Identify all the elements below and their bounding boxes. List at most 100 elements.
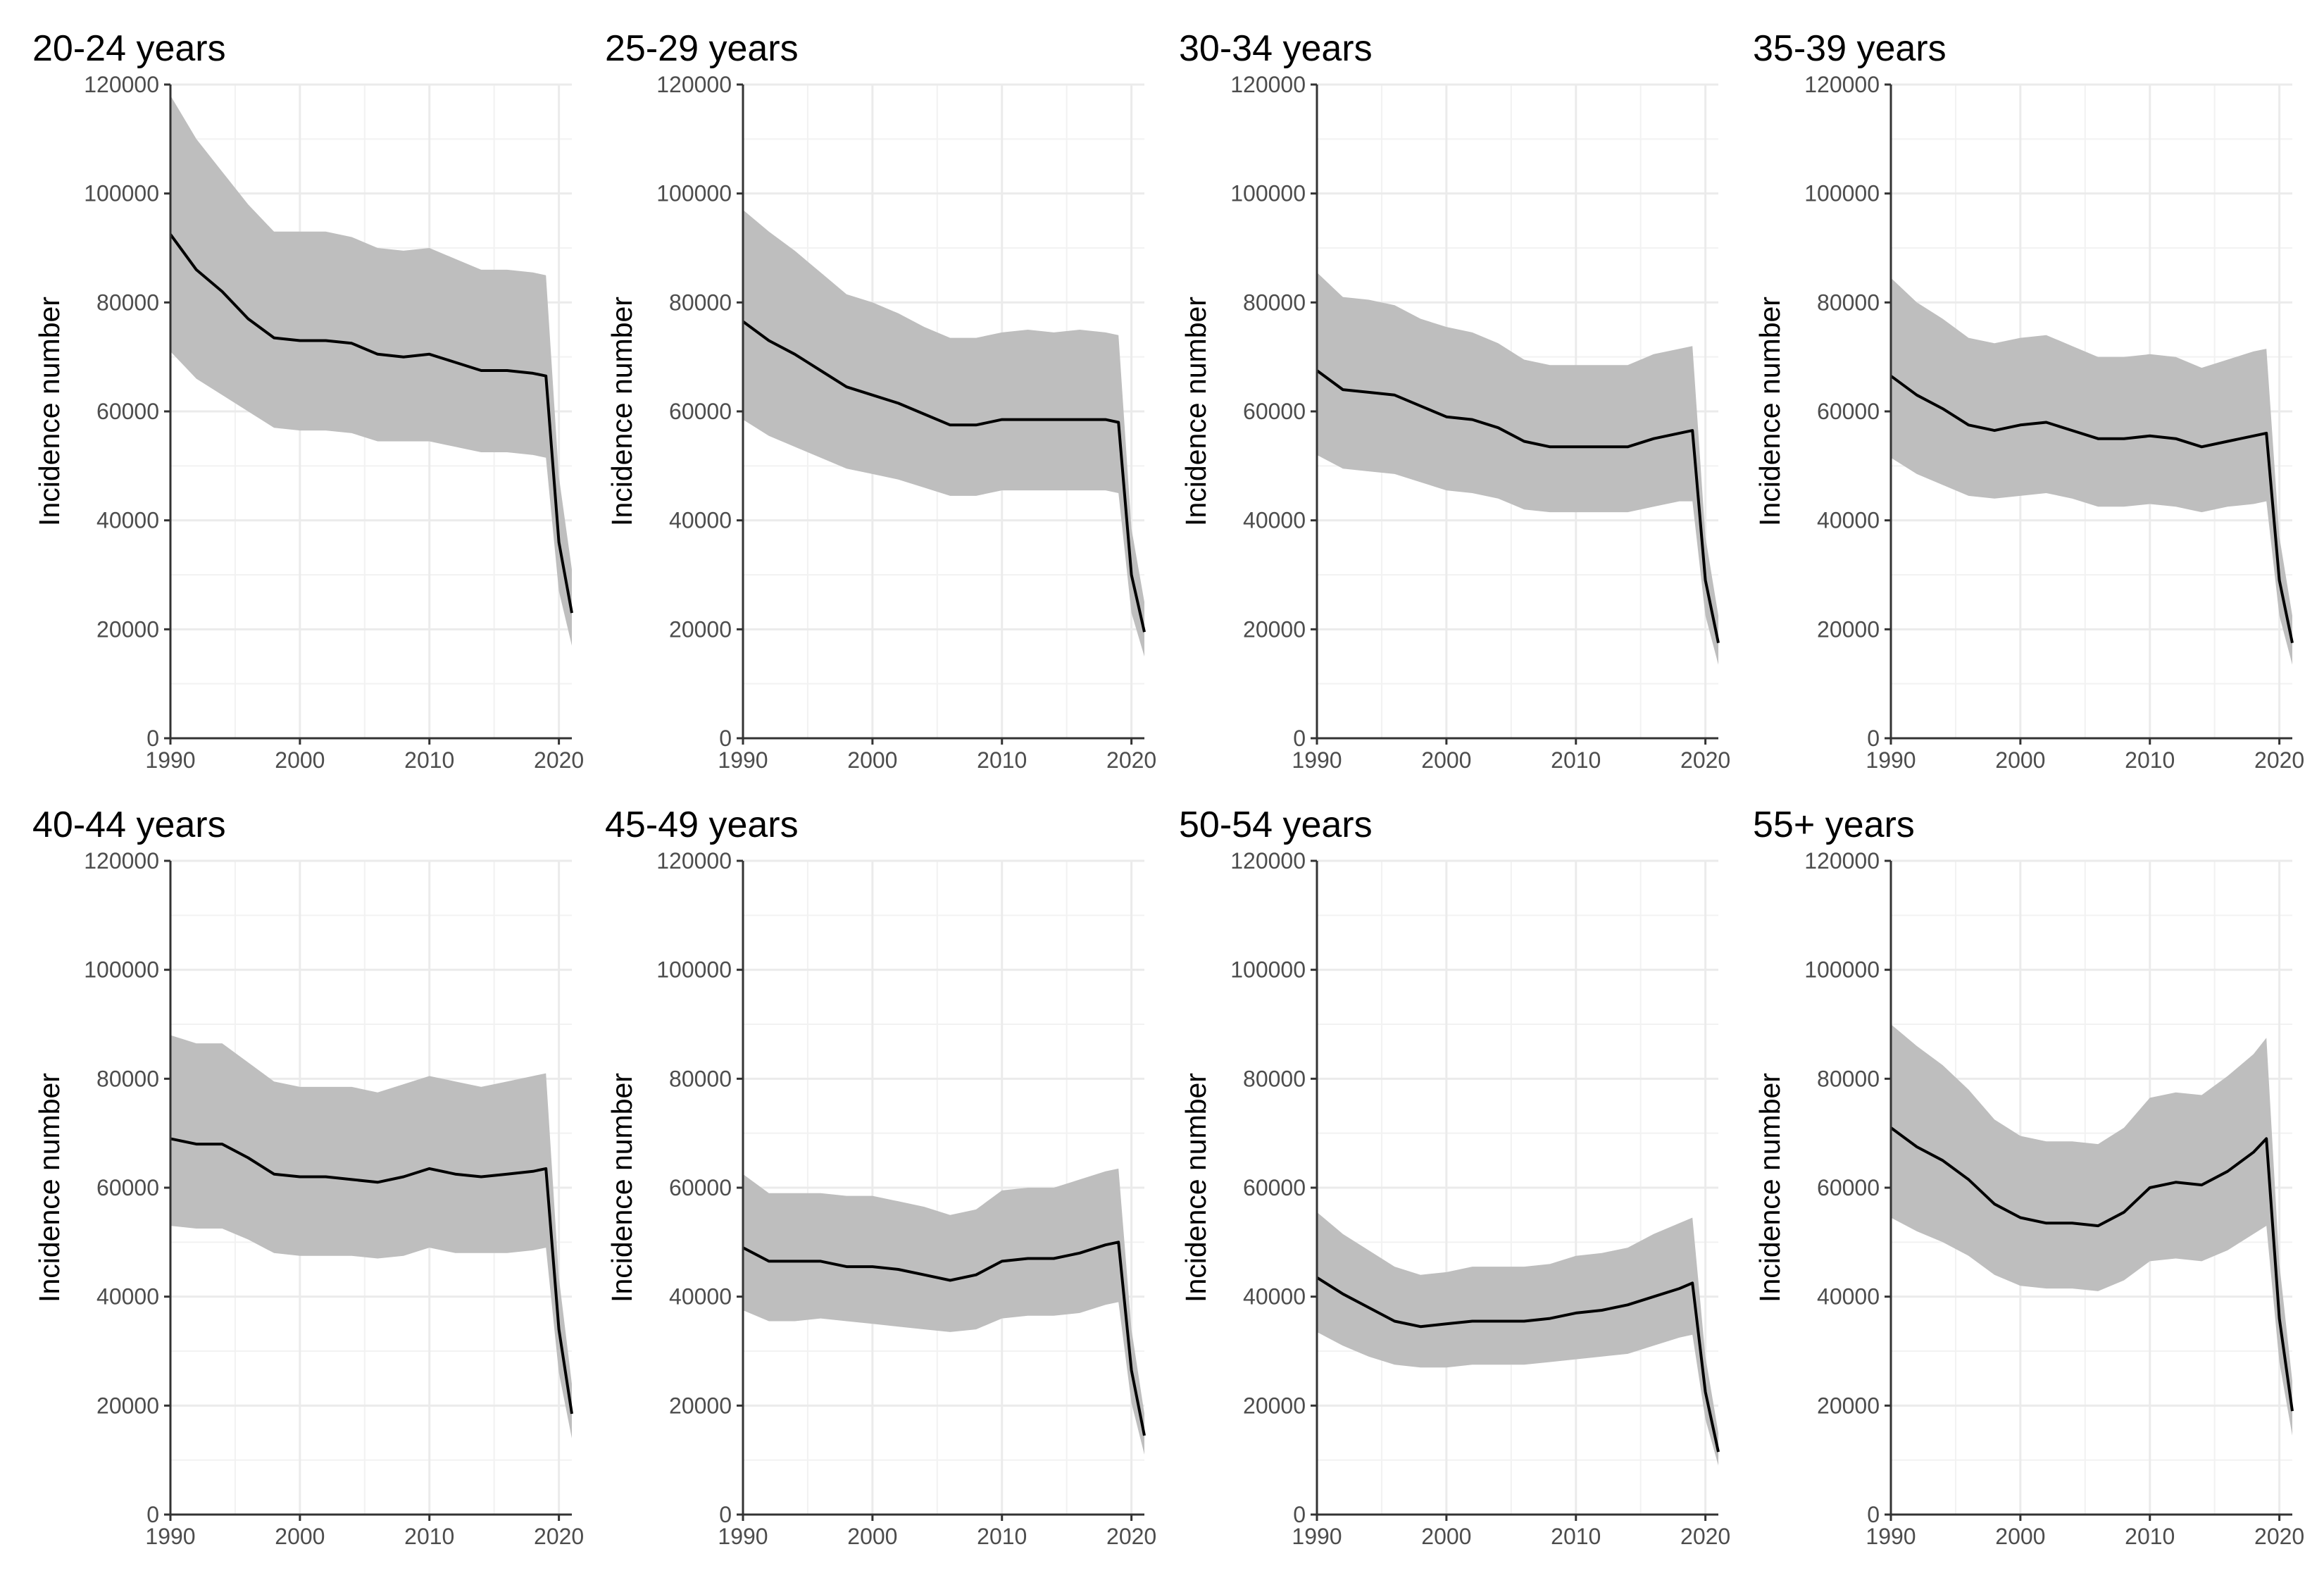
y-tick-label: 60000 <box>1817 399 1880 424</box>
x-tick-label: 2010 <box>977 1524 1027 1549</box>
y-tick-label: 60000 <box>1243 399 1306 424</box>
x-tick-label: 2020 <box>1106 747 1156 773</box>
y-axis-label: Incidence number <box>33 297 65 526</box>
chart-panel: 0 20000 40000 60000 80000 100000 120000 1990 200… <box>1179 804 1730 1549</box>
y-tick-label: 120000 <box>1804 848 1880 874</box>
y-tick-label: 100000 <box>84 957 159 983</box>
y-tick-label: 20000 <box>669 616 732 642</box>
x-tick-label: 1990 <box>718 1524 768 1549</box>
grid <box>1889 83 2292 740</box>
uncertainty-band <box>170 95 572 646</box>
panel-title: 50-54 years <box>1179 804 1373 845</box>
uncertainty-band <box>1891 278 2292 665</box>
chart-panel: 0 20000 40000 60000 80000 100000 120000 1990 200… <box>1753 28 2304 773</box>
x-tick-label: 2020 <box>1680 1524 1730 1549</box>
y-tick-label: 100000 <box>1804 181 1880 206</box>
y-axis-label: Incidence number <box>1180 1073 1212 1303</box>
y-tick-label: 20000 <box>1243 616 1306 642</box>
y-tick-label: 40000 <box>669 508 732 533</box>
chart-panel: 0 20000 40000 60000 80000 100000 120000 1990 200… <box>1753 804 2304 1549</box>
x-tick-label: 2020 <box>1680 747 1730 773</box>
y-tick-label: 0 <box>719 726 732 751</box>
y-tick-label: 20000 <box>669 1393 732 1418</box>
estimate-line <box>169 233 573 614</box>
estimate-line <box>1889 1126 2294 1412</box>
y-tick-label: 100000 <box>1230 181 1306 206</box>
x-tick-label: 2000 <box>847 747 897 773</box>
x-tick-label: 2000 <box>1421 1524 1471 1549</box>
panel-title: 30-34 years <box>1179 28 1373 69</box>
y-tick-label: 100000 <box>1804 957 1880 983</box>
y-tick-label: 0 <box>1293 1502 1306 1527</box>
x-tick-label: 2000 <box>1995 1524 2045 1549</box>
chart-panel: 0 20000 40000 60000 80000 100000 120000 1990 200… <box>605 28 1156 773</box>
y-tick-label: 0 <box>1867 726 1880 751</box>
uncertainty-band <box>743 209 1144 657</box>
x-tick-label: 2010 <box>1551 747 1601 773</box>
estimate-line <box>1316 1276 1720 1453</box>
y-axis-label: Incidence number <box>1754 297 1786 526</box>
chart-panel: 0 20000 40000 60000 80000 100000 120000 1990 200… <box>1179 28 1730 773</box>
y-tick-label: 80000 <box>1817 290 1880 315</box>
y-tick-label: 100000 <box>656 181 732 206</box>
x-tick-label: 2000 <box>1995 747 2045 773</box>
chart-panel: 0 20000 40000 60000 80000 100000 120000 1990 200… <box>32 804 584 1549</box>
x-tick-label: 2000 <box>275 747 325 773</box>
panel-title: 25-29 years <box>605 28 799 69</box>
uncertainty-band <box>1891 1024 2292 1436</box>
x-tick-label: 2020 <box>534 747 584 773</box>
y-tick-label: 20000 <box>96 616 159 642</box>
y-tick-label: 80000 <box>669 290 732 315</box>
x-tick-label: 1990 <box>145 747 195 773</box>
y-tick-label: 0 <box>146 1502 159 1527</box>
y-tick-label: 0 <box>1293 726 1306 751</box>
y-axis-label: Incidence number <box>606 297 638 526</box>
y-tick-label: 80000 <box>96 290 159 315</box>
y-tick-label: 120000 <box>1230 72 1306 97</box>
x-tick-label: 1990 <box>1292 1524 1342 1549</box>
y-tick-label: 0 <box>1867 1502 1880 1527</box>
uncertainty-band <box>1317 272 1718 665</box>
x-tick-label: 2000 <box>275 1524 325 1549</box>
x-tick-label: 2020 <box>2254 1524 2304 1549</box>
x-tick-label: 2020 <box>2254 747 2304 773</box>
x-tick-label: 2010 <box>404 1524 454 1549</box>
x-tick-label: 2010 <box>2125 1524 2175 1549</box>
y-tick-label: 40000 <box>96 1284 159 1310</box>
uncertainty-band <box>743 1168 1144 1455</box>
estimate-line <box>1889 375 2294 644</box>
x-tick-label: 2010 <box>2125 747 2175 773</box>
x-tick-label: 2010 <box>977 747 1027 773</box>
y-axis-label: Incidence number <box>33 1073 65 1303</box>
chart-panel: 0 20000 40000 60000 80000 100000 120000 1990 200… <box>605 804 1156 1549</box>
y-tick-label: 100000 <box>84 181 159 206</box>
y-tick-label: 20000 <box>1817 616 1880 642</box>
estimate-line <box>170 1137 573 1415</box>
y-axis-label: Incidence number <box>1754 1073 1786 1303</box>
x-tick-label: 2010 <box>1551 1524 1601 1549</box>
y-tick-label: 120000 <box>1230 848 1306 874</box>
y-tick-label: 100000 <box>1230 957 1306 983</box>
y-axis-label: Incidence number <box>606 1073 638 1303</box>
y-tick-label: 60000 <box>96 399 159 424</box>
y-tick-label: 80000 <box>1817 1066 1880 1091</box>
x-tick-label: 2000 <box>1421 747 1471 773</box>
y-tick-label: 120000 <box>84 72 159 97</box>
y-tick-label: 120000 <box>1804 72 1880 97</box>
y-tick-label: 60000 <box>1817 1175 1880 1200</box>
grid <box>1316 859 1718 1516</box>
y-tick-label: 80000 <box>1243 1066 1306 1091</box>
y-tick-label: 60000 <box>669 1175 732 1200</box>
x-tick-label: 2000 <box>847 1524 897 1549</box>
y-tick-label: 40000 <box>96 508 159 533</box>
panel-title: 55+ years <box>1753 804 1915 845</box>
y-tick-label: 40000 <box>1817 508 1880 533</box>
y-tick-label: 0 <box>146 726 159 751</box>
x-tick-label: 1990 <box>1866 1524 1916 1549</box>
y-tick-label: 20000 <box>96 1393 159 1418</box>
y-tick-label: 0 <box>719 1502 732 1527</box>
y-tick-label: 80000 <box>669 1066 732 1091</box>
y-tick-label: 20000 <box>1817 1393 1880 1418</box>
y-tick-label: 120000 <box>84 848 159 874</box>
